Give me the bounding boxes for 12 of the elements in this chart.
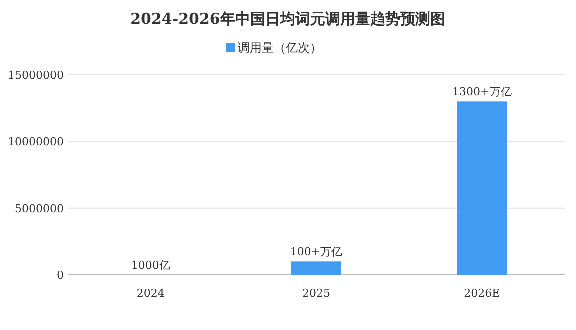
x-tick-label: 2024 [136,287,165,300]
data-label: 1000亿 [131,258,170,272]
x-tick-label: 2025 [302,287,330,300]
y-tick-label: 0 [57,269,64,282]
y-tick-label: 5000000 [15,202,64,216]
data-label: 100+万亿 [290,246,343,259]
chart-title: 2024-2026年中国日均词元调用量趋势预测图 [130,10,446,28]
data-label: 1300+万亿 [452,86,512,99]
x-tick-label: 2026E [464,287,500,300]
y-tick-label: 10000000 [8,136,64,149]
y-tick-label: 15000000 [8,69,64,82]
legend-label: 调用量（亿次） [238,41,322,55]
